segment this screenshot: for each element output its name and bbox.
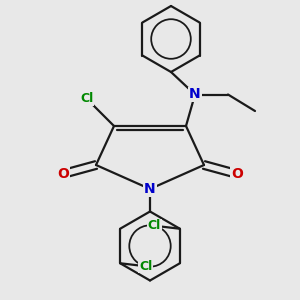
Text: O: O bbox=[231, 167, 243, 181]
Text: Cl: Cl bbox=[148, 219, 161, 232]
Text: N: N bbox=[189, 88, 201, 101]
Text: Cl: Cl bbox=[139, 260, 152, 273]
Text: N: N bbox=[144, 182, 156, 196]
Text: Cl: Cl bbox=[80, 92, 94, 106]
Text: O: O bbox=[57, 167, 69, 181]
